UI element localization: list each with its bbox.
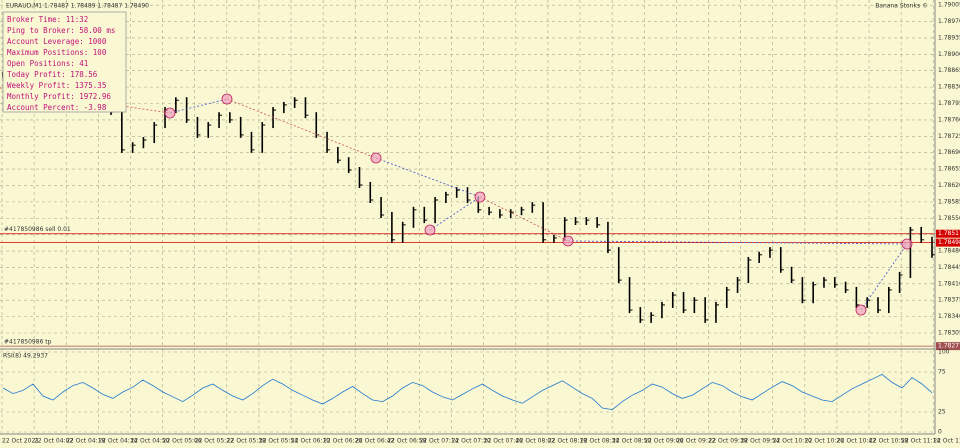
info-line: Account Percent: -3.98 — [7, 103, 107, 112]
info-line: Ping to Broker: 58.00 ms — [7, 26, 115, 35]
x-tick-label: 22 Oct 09:06 — [644, 438, 683, 445]
x-tick-label: 22 Oct 04:34 — [98, 438, 137, 445]
price-level-box — [936, 229, 960, 238]
y-tick-label: 1.78445 — [938, 264, 960, 271]
y-tick-label: 1.78585 — [938, 198, 960, 205]
x-tick-label: 22 Oct 2021 — [2, 438, 39, 445]
price-level-name: #417850986 sell 0.01 — [4, 226, 71, 233]
y-tick-label: 1.78375 — [938, 297, 960, 304]
x-tick-label: 22 Oct 10:58 — [869, 438, 908, 445]
info-line: Broker Time: 11:32 — [7, 15, 88, 24]
x-tick-label: 22 Oct 05:38 — [227, 438, 266, 445]
x-tick-label: 22 Oct 04:50 — [130, 438, 169, 445]
trade-marker — [221, 93, 233, 105]
x-tick-label: 22 Oct 05:22 — [195, 438, 234, 445]
trade-line — [429, 196, 481, 231]
x-tick-label: 22 Oct 11:14 — [901, 438, 940, 445]
x-tick-label: 22 Oct 08:34 — [580, 438, 619, 445]
info-panel-text: Broker Time: 11:32 Ping to Broker: 58.00 … — [7, 15, 115, 112]
y-tick-label: 1.78410 — [938, 280, 960, 287]
trade-marker — [424, 224, 436, 236]
price-level-label: 1.78498 — [938, 239, 960, 246]
indicator-label: RSI(8) 49.2937 — [3, 353, 48, 360]
x-tick-label: 22 Oct 08:18 — [548, 438, 587, 445]
x-tick-label: 22 Oct 08:50 — [612, 438, 651, 445]
x-tick-label: 22 Oct 06:42 — [355, 438, 394, 445]
y-tick-label: 1.78305 — [938, 330, 960, 337]
trade-marker — [562, 235, 574, 247]
y-tick-label: 1.79005 — [938, 2, 960, 9]
x-tick-label: 22 Oct 04:02 — [34, 438, 73, 445]
y-tick-label: 1.78655 — [938, 166, 960, 173]
rsi-tick-label: 75 — [938, 369, 946, 376]
price-level-name: #417850986 tp — [4, 339, 52, 346]
trade-marker — [855, 304, 867, 316]
price-level-label: 1.78277 — [938, 343, 960, 350]
x-tick-label: 22 Oct 06:58 — [387, 438, 426, 445]
x-tick-label: 22 Oct 09:54 — [741, 438, 780, 445]
trade-line — [169, 98, 228, 114]
y-tick-label: 1.78970 — [938, 18, 960, 25]
x-tick-label: 22 Oct 05:54 — [259, 438, 298, 445]
x-tick-label: 22 Oct 10:42 — [837, 438, 876, 445]
trade-marker — [370, 152, 382, 164]
trade-line — [375, 157, 481, 198]
y-tick-label: 1.78725 — [938, 133, 960, 140]
trade-marker — [474, 191, 486, 203]
price-level-box — [936, 238, 960, 247]
x-tick-label: 22 Oct 10:10 — [773, 438, 812, 445]
y-tick-label: 1.78620 — [938, 182, 960, 189]
y-tick-label: 1.78900 — [938, 51, 960, 58]
info-line: Account Leverage: 1000 — [7, 37, 107, 46]
y-tick-label: 1.78935 — [938, 34, 960, 41]
trade-markers — [164, 93, 913, 316]
x-tick-label: 22 Oct 11:32 — [933, 438, 960, 445]
info-line: Maximum Positions: 100 — [7, 48, 107, 57]
y-tick-label: 1.78690 — [938, 149, 960, 156]
rsi-tick-label: 25 — [938, 409, 946, 416]
y-tick-label: 1.78795 — [938, 100, 960, 107]
info-panel — [2, 11, 127, 113]
price-level-box — [936, 342, 960, 351]
info-line: Today Profit: 178.56 — [7, 70, 98, 79]
x-tick-label: 22 Oct 07:14 — [419, 438, 458, 445]
y-tick-label: 1.78480 — [938, 248, 960, 255]
y-tick-label: 1.78340 — [938, 313, 960, 320]
trade-line — [226, 98, 377, 159]
level-layer: 1.78517 #417850986 sell 0.01 1.78498 1.7827… — [0, 226, 960, 351]
info-line: Weekly Profit: 1375.35 — [7, 81, 106, 90]
rsi-tick-label: 0 — [938, 429, 942, 436]
x-tick-label: 22 Oct 09:22 — [676, 438, 715, 445]
x-tick-label: 22 Oct 06:26 — [323, 438, 362, 445]
y-tick-label: 1.78830 — [938, 84, 960, 91]
y-tick-label: 1.78550 — [938, 215, 960, 222]
x-tick-label: 22 Oct 04:18 — [66, 438, 105, 445]
x-tick-label: 22 Oct 08:02 — [516, 438, 555, 445]
x-tick-label: 22 Oct 10:26 — [805, 438, 844, 445]
trade-line — [860, 243, 908, 311]
trade-marker — [164, 107, 176, 119]
y-tick-label: 1.78760 — [938, 116, 960, 123]
trade-line — [479, 196, 569, 242]
rsi-layer: RSI(8) 49.2937 100 75 25 0 — [0, 349, 950, 436]
rsi-tick-label: 100 — [938, 349, 950, 356]
x-tick-label: 22 Oct 06:10 — [291, 438, 330, 445]
y-tick-label: 1.78865 — [938, 67, 960, 74]
trade-line — [567, 240, 908, 245]
price-level-label: 1.78517 — [938, 230, 960, 237]
x-tick-label: 22 Oct 05:06 — [163, 438, 202, 445]
x-tick-label: 22 Oct 07:30 — [452, 438, 491, 445]
x-tick-label: 22 Oct 09:38 — [708, 438, 747, 445]
info-line: Open Positions: 41 — [7, 59, 88, 68]
symbol-header: EURAUD,M1 1.78487 1.78489 1.78487 1.7849… — [6, 3, 149, 10]
info-line: Monthly Profit: 1972.96 — [7, 92, 111, 101]
x-tick-label: 22 Oct 07:46 — [484, 438, 523, 445]
trade-marker — [901, 238, 913, 250]
brand: Banana Stonks © — [875, 3, 928, 10]
rsi-line — [2, 373, 933, 411]
